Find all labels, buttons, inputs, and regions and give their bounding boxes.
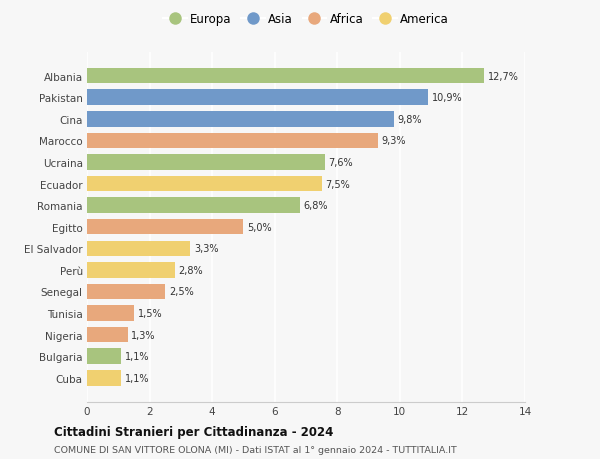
Text: 1,3%: 1,3%: [131, 330, 156, 340]
Text: 1,5%: 1,5%: [137, 308, 163, 319]
Bar: [87, 327, 128, 343]
Bar: [87, 69, 484, 84]
Text: 6,8%: 6,8%: [304, 201, 328, 211]
Bar: [87, 306, 134, 321]
Bar: [87, 241, 190, 257]
Text: 2,8%: 2,8%: [178, 265, 203, 275]
Text: 5,0%: 5,0%: [247, 222, 272, 232]
Text: 1,1%: 1,1%: [125, 352, 149, 361]
Text: 9,3%: 9,3%: [382, 136, 406, 146]
Bar: [87, 219, 244, 235]
Text: 12,7%: 12,7%: [488, 72, 519, 81]
Bar: [87, 176, 322, 192]
Bar: [87, 263, 175, 278]
Text: COMUNE DI SAN VITTORE OLONA (MI) - Dati ISTAT al 1° gennaio 2024 - TUTTITALIA.IT: COMUNE DI SAN VITTORE OLONA (MI) - Dati …: [54, 445, 457, 454]
Legend: Europa, Asia, Africa, America: Europa, Asia, Africa, America: [163, 13, 449, 26]
Text: Cittadini Stranieri per Cittadinanza - 2024: Cittadini Stranieri per Cittadinanza - 2…: [54, 425, 334, 438]
Bar: [87, 284, 165, 300]
Bar: [87, 112, 394, 127]
Text: 2,5%: 2,5%: [169, 287, 194, 297]
Bar: [87, 370, 121, 386]
Text: 1,1%: 1,1%: [125, 373, 149, 383]
Bar: [87, 155, 325, 170]
Text: 7,5%: 7,5%: [325, 179, 350, 189]
Text: 10,9%: 10,9%: [432, 93, 463, 103]
Bar: [87, 133, 378, 149]
Text: 3,3%: 3,3%: [194, 244, 218, 254]
Bar: [87, 90, 428, 106]
Bar: [87, 349, 121, 364]
Text: 7,6%: 7,6%: [329, 157, 353, 168]
Bar: [87, 198, 300, 213]
Text: 9,8%: 9,8%: [397, 114, 422, 124]
